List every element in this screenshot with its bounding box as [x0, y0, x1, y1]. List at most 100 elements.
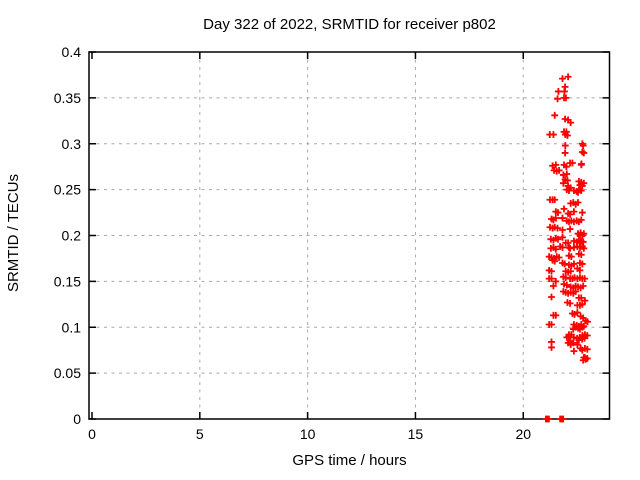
data-point: [566, 225, 574, 233]
data-point: [573, 341, 581, 349]
x-tick-label: 10: [300, 426, 316, 442]
data-point: [559, 233, 566, 241]
data-point: [579, 142, 587, 149]
data-point: [566, 244, 574, 252]
data-point: [554, 224, 561, 232]
data-point: [580, 244, 588, 252]
data-point: [559, 75, 566, 83]
data-point: [563, 281, 571, 289]
data-point: [562, 94, 570, 102]
data-point: [580, 149, 588, 157]
data-point: [567, 253, 575, 261]
data-point: [565, 244, 573, 251]
data-point: [552, 214, 560, 222]
data-point: [554, 235, 562, 243]
y-tick-label: 0.15: [54, 273, 81, 289]
data-point: [567, 267, 575, 275]
data-point: [569, 325, 577, 333]
data-point: [548, 293, 555, 301]
data-point: [567, 119, 575, 127]
data-point: [550, 131, 557, 138]
data-point: [583, 345, 591, 353]
data-point: [569, 159, 576, 167]
data-point: [560, 205, 568, 213]
data-point: [551, 111, 559, 119]
data-point: [552, 245, 560, 253]
x-tick-label: 5: [196, 426, 204, 442]
y-tick-label: 0.4: [62, 44, 82, 60]
y-tick-label: 0.05: [54, 365, 81, 381]
data-point: [559, 415, 567, 423]
data-point: [561, 260, 569, 268]
data-point: [578, 209, 586, 216]
data-point: [552, 277, 560, 285]
data-point: [578, 300, 586, 308]
data-point: [551, 257, 559, 265]
data-point: [576, 266, 584, 274]
data-point: [564, 73, 572, 81]
data-point: [573, 309, 581, 316]
data-point: [561, 149, 569, 157]
data-point: [562, 274, 570, 282]
y-tick-label: 0.35: [54, 90, 81, 106]
y-tick-label: 0.25: [54, 182, 81, 198]
data-point: [551, 196, 559, 204]
data-point: [548, 344, 555, 351]
y-tick-label: 0.1: [62, 319, 82, 335]
data-point: [569, 339, 577, 347]
data-point: [555, 254, 563, 261]
data-point: [549, 162, 556, 170]
data-point: [581, 275, 589, 283]
x-axis-label: GPS time / hours: [292, 452, 407, 469]
data-point: [565, 333, 573, 340]
data-point: [548, 267, 555, 275]
x-tick-label: 0: [88, 426, 96, 442]
data-point: [577, 294, 585, 302]
x-tick-label: 20: [515, 426, 531, 442]
data-point: [552, 161, 560, 169]
data-point: [548, 275, 555, 283]
data-point: [574, 188, 582, 196]
data-point: [561, 88, 568, 95]
y-tick-label: 0: [73, 411, 81, 427]
data-point: [545, 415, 553, 423]
data-point: [578, 160, 585, 168]
data-point: [564, 132, 571, 139]
series-SRMTID: [542, 73, 591, 423]
data-point: [566, 299, 574, 307]
data-point: [559, 226, 566, 234]
data-point: [581, 297, 589, 305]
data-point: [580, 230, 588, 238]
chart-title: Day 322 of 2022, SRMTID for receiver p80…: [203, 16, 496, 33]
data-point: [580, 179, 588, 187]
y-tick-label: 0.3: [62, 136, 82, 152]
data-point: [578, 260, 586, 268]
x-tick-label: 15: [408, 426, 424, 442]
data-point: [578, 335, 586, 343]
data-point: [561, 142, 569, 149]
data-point: [580, 322, 588, 330]
y-axis-label-text: SRMTID / TECUs: [4, 173, 22, 293]
data-point: [550, 282, 557, 290]
data-point: [577, 251, 585, 259]
data-point: [552, 311, 560, 319]
data-point: [583, 355, 591, 362]
data-point: [554, 88, 562, 95]
data-point: [562, 163, 570, 171]
data-point: [575, 336, 583, 344]
data-point: [554, 209, 562, 216]
data-point: [563, 170, 571, 178]
data-point: [576, 244, 584, 251]
data-point: [559, 244, 566, 251]
data-point: [559, 171, 567, 179]
data-point: [559, 179, 567, 187]
data-point: [548, 321, 555, 328]
data-point: [584, 318, 591, 326]
data-point: [572, 288, 580, 295]
data-point: [570, 347, 578, 355]
plot-border: [88, 51, 611, 420]
data-point: [576, 232, 584, 239]
data-point: [577, 216, 585, 224]
